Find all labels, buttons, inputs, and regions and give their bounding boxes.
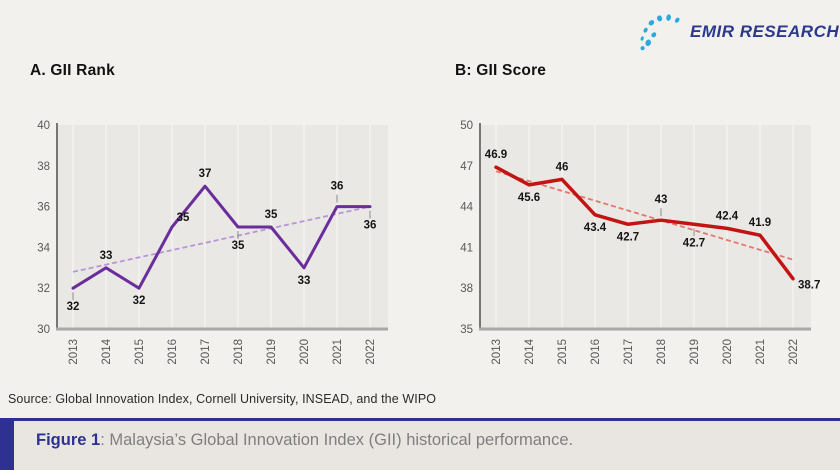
svg-text:41.9: 41.9 — [749, 217, 771, 229]
svg-text:2020: 2020 — [722, 339, 734, 365]
svg-text:2014: 2014 — [524, 338, 536, 364]
svg-text:43.4: 43.4 — [584, 222, 607, 234]
svg-text:47: 47 — [460, 161, 473, 173]
svg-text:50: 50 — [460, 120, 473, 132]
svg-text:41: 41 — [460, 242, 473, 254]
figure-caption: Figure 1: Malaysia’s Global Innovation I… — [36, 431, 573, 450]
svg-text:2017: 2017 — [623, 339, 635, 365]
figure-caption-bar: Figure 1: Malaysia’s Global Innovation I… — [0, 418, 840, 470]
svg-text:2022: 2022 — [788, 339, 800, 365]
svg-text:2022: 2022 — [365, 339, 377, 365]
svg-text:35: 35 — [177, 212, 190, 224]
svg-text:2018: 2018 — [656, 339, 668, 365]
caption-accent-bar — [0, 421, 14, 470]
svg-text:2015: 2015 — [557, 339, 569, 365]
svg-text:30: 30 — [37, 324, 50, 336]
gii-rank-chart: 30 32 34 36 38 40 2013 2014 2015 2016 2017 2018 2019… — [37, 120, 388, 365]
svg-text:36: 36 — [364, 220, 377, 232]
svg-text:32: 32 — [133, 295, 146, 307]
svg-text:32: 32 — [67, 301, 80, 313]
svg-text:33: 33 — [100, 250, 113, 262]
chart-b-title: B: GII Score — [455, 62, 547, 79]
svg-text:35: 35 — [265, 209, 278, 221]
svg-text:42.7: 42.7 — [617, 231, 639, 243]
svg-text:2014: 2014 — [101, 338, 113, 364]
svg-text:36: 36 — [37, 202, 50, 214]
svg-text:38: 38 — [37, 161, 50, 173]
svg-text:46: 46 — [556, 161, 569, 173]
svg-text:38: 38 — [460, 283, 473, 295]
logo-dots-icon — [640, 14, 680, 51]
svg-text:2019: 2019 — [689, 339, 701, 365]
svg-text:45.6: 45.6 — [518, 192, 540, 204]
svg-text:2013: 2013 — [491, 339, 503, 365]
svg-text:32: 32 — [37, 283, 50, 295]
svg-text:33: 33 — [298, 275, 311, 287]
svg-text:35: 35 — [232, 240, 245, 252]
svg-text:2020: 2020 — [299, 339, 311, 365]
svg-text:36: 36 — [331, 181, 344, 193]
svg-text:2016: 2016 — [167, 339, 179, 365]
svg-text:2017: 2017 — [200, 339, 212, 365]
svg-text:2021: 2021 — [755, 339, 767, 365]
logo-brand-text: EMIR RESEARCH — [690, 22, 840, 41]
gii-score-chart: 35 38 41 44 47 50 2013 2014 2015 2016 2017 2018 2019… — [460, 120, 820, 365]
chart-a-title: A. GII Rank — [30, 62, 115, 79]
source-note: Source: Global Innovation Index, Cornell… — [8, 392, 437, 406]
svg-text:38.7: 38.7 — [798, 280, 820, 292]
svg-text:2015: 2015 — [134, 339, 146, 365]
emir-research-logo: EMIR RESEARCH ™ — [638, 8, 839, 56]
svg-text:34: 34 — [37, 242, 50, 254]
svg-text:46.9: 46.9 — [485, 149, 507, 161]
svg-text:42.4: 42.4 — [716, 210, 739, 222]
svg-text:2016: 2016 — [590, 339, 602, 365]
svg-text:2013: 2013 — [68, 339, 80, 365]
figure-caption-text: : Malaysia’s Global Innovation Index (GI… — [100, 431, 574, 449]
svg-text:37: 37 — [199, 168, 212, 180]
svg-text:43: 43 — [655, 194, 668, 206]
svg-text:40: 40 — [37, 120, 50, 132]
svg-text:42.7: 42.7 — [683, 237, 705, 249]
figure-caption-label: Figure 1 — [36, 431, 101, 449]
svg-text:35: 35 — [460, 324, 473, 336]
svg-text:2018: 2018 — [233, 339, 245, 365]
svg-text:2019: 2019 — [266, 339, 278, 365]
svg-text:2021: 2021 — [332, 339, 344, 365]
svg-text:44: 44 — [460, 202, 473, 214]
